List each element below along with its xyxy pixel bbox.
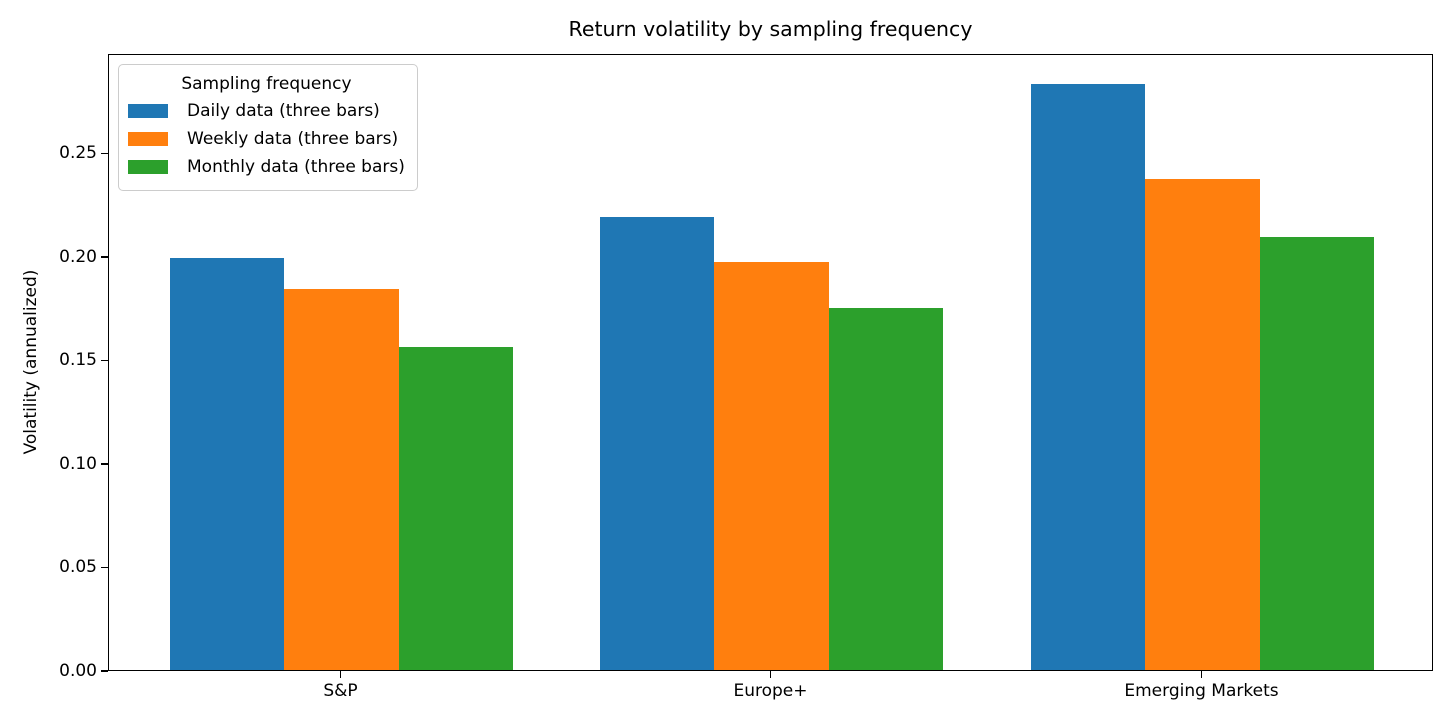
- legend-item-weekly: Weekly data (three bars): [128, 125, 405, 153]
- bar-weekly-emerging-markets: [1145, 179, 1260, 670]
- bar-weekly-s-p: [284, 289, 399, 670]
- legend-swatch-daily-icon: [128, 104, 168, 118]
- y-tick-mark-0.15: [101, 359, 108, 362]
- bar-daily-s-p: [170, 257, 285, 670]
- y-tick-label-0.00: 0.00: [59, 661, 97, 681]
- y-tick-label-0.25: 0.25: [59, 143, 97, 164]
- legend-title: Sampling frequency: [181, 74, 352, 94]
- legend-label-monthly: Monthly data (three bars): [187, 157, 405, 177]
- x-tick-label-emerging-markets: Emerging Markets: [1124, 681, 1279, 701]
- plot-area: [108, 54, 1433, 671]
- x-tick-label-europe: Europe+: [733, 681, 808, 701]
- bar-monthly-europe: [828, 307, 943, 670]
- bar-weekly-europe: [714, 262, 829, 670]
- legend-item-daily: Daily data (three bars): [128, 97, 405, 125]
- y-tick-mark-0.25: [101, 152, 108, 155]
- x-tick-mark-europe: [769, 671, 772, 678]
- bar-daily-emerging-markets: [1031, 84, 1146, 670]
- legend-label-daily: Daily data (three bars): [187, 101, 380, 121]
- bar-monthly-emerging-markets: [1259, 237, 1374, 670]
- y-tick-label-0.05: 0.05: [59, 557, 97, 578]
- legend-swatch-monthly-icon: [128, 160, 168, 174]
- y-tick-mark-0.05: [101, 566, 108, 569]
- x-tick-mark-s-p: [339, 671, 342, 678]
- y-tick-mark-0.20: [101, 256, 108, 258]
- bar-daily-europe: [600, 216, 715, 670]
- chart-title: Return volatility by sampling frequency: [568, 17, 973, 41]
- y-tick-mark-0.10: [101, 463, 108, 465]
- bar-monthly-s-p: [398, 347, 513, 670]
- legend-swatch-weekly-icon: [128, 132, 168, 146]
- legend-items: Daily data (three bars) Weekly data (thre…: [128, 97, 405, 181]
- y-tick-label-0.20: 0.20: [59, 246, 97, 267]
- legend-item-monthly: Monthly data (three bars): [128, 153, 405, 181]
- legend-label-weekly: Weekly data (three bars): [187, 129, 399, 149]
- y-tick-label-0.10: 0.10: [59, 453, 97, 474]
- y-tick-mark-0.00: [101, 670, 108, 672]
- y-tick-label-0.15: 0.15: [59, 350, 97, 371]
- legend: Sampling frequency Daily data (three bar…: [118, 64, 418, 191]
- x-tick-mark-emerging-markets: [1200, 671, 1203, 678]
- x-tick-label-s-p: S&P: [323, 681, 358, 701]
